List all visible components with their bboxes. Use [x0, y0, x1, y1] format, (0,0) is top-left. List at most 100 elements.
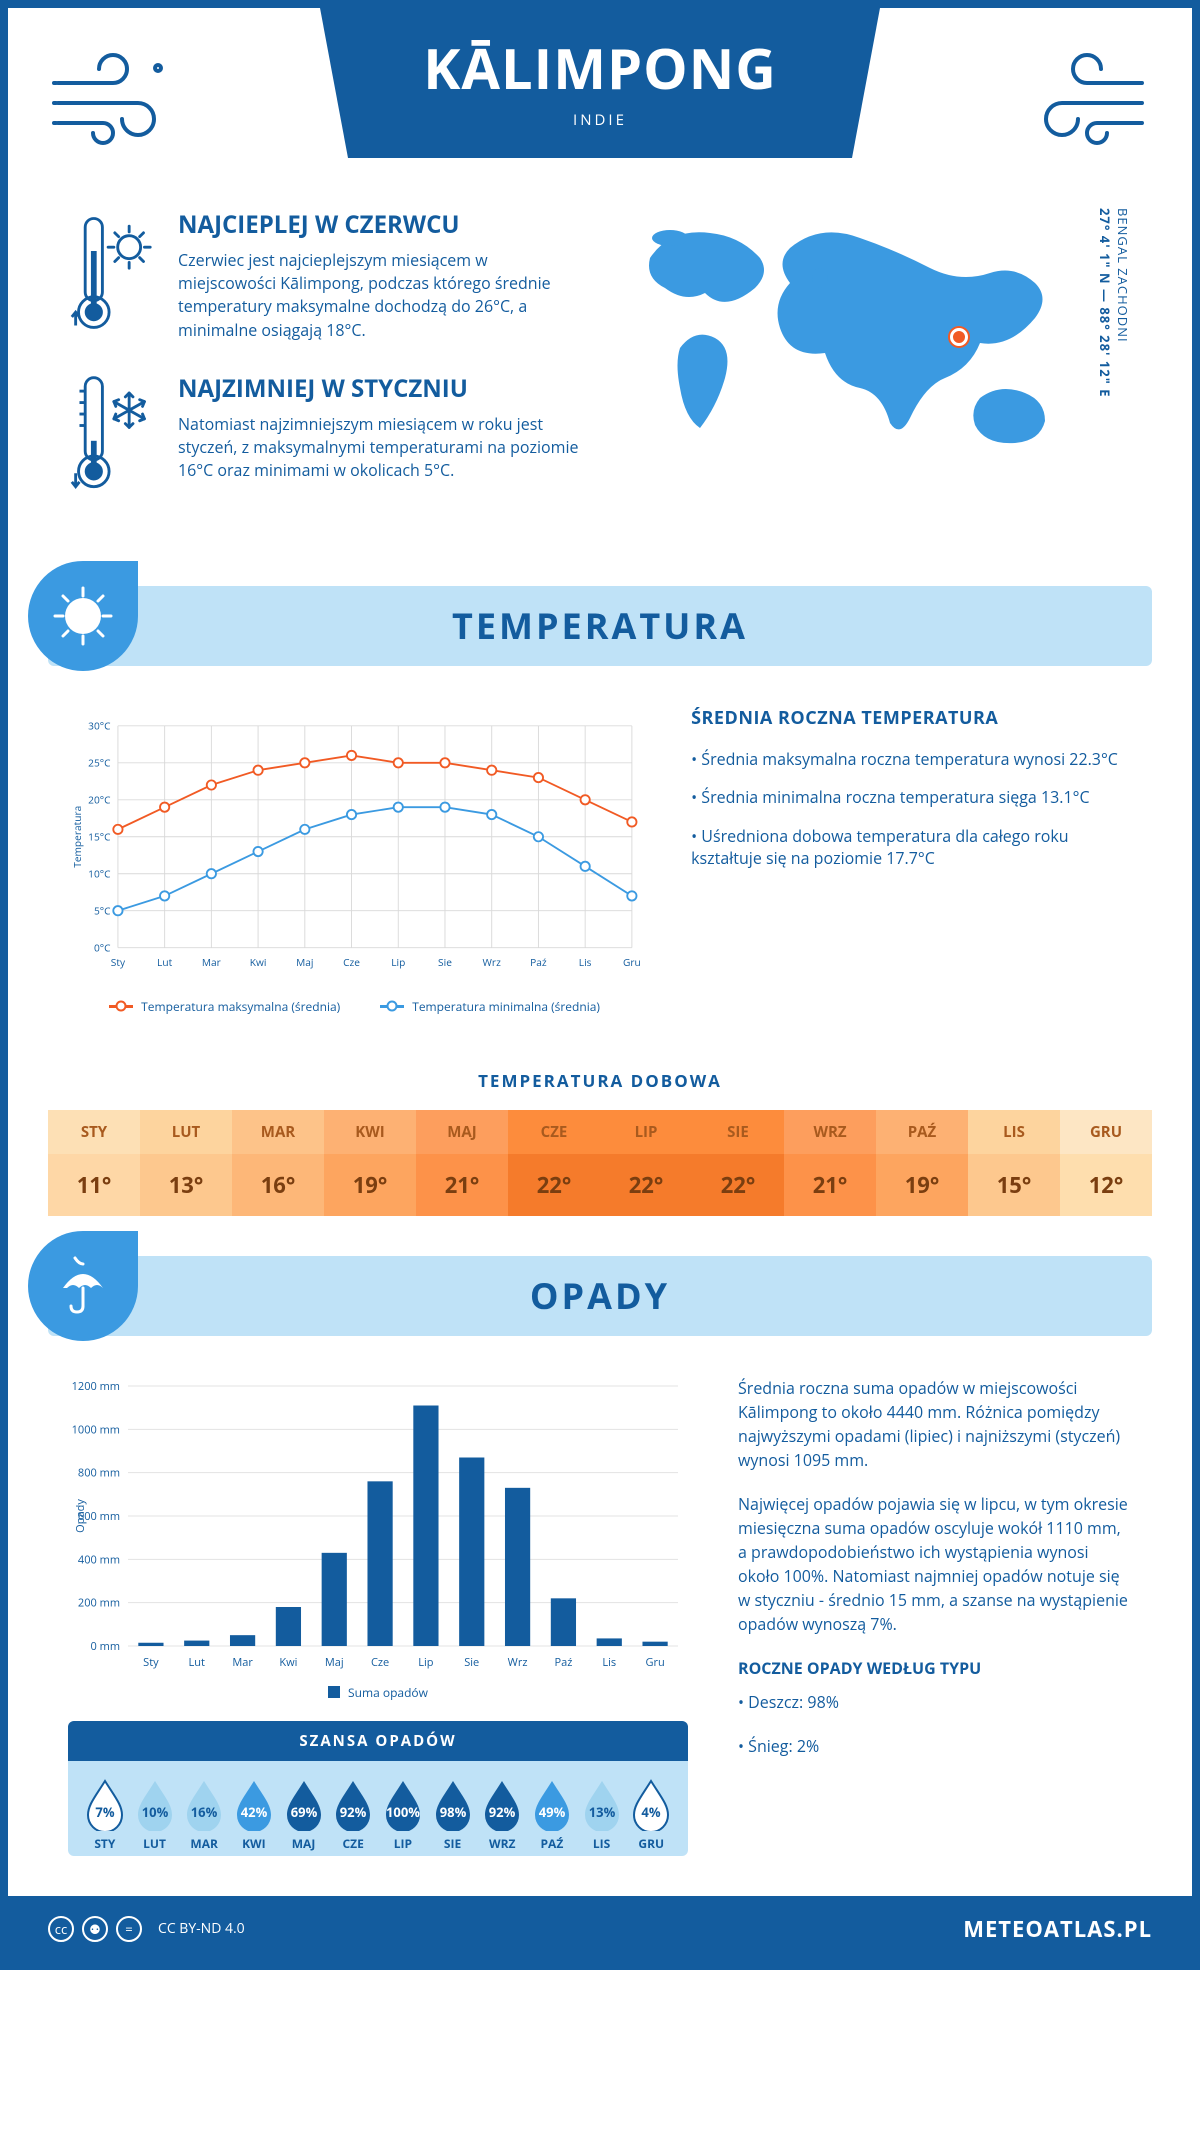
daily-month: GRU — [1060, 1110, 1152, 1154]
chance-month: KWI — [229, 1835, 279, 1852]
svg-text:Temperatura: Temperatura — [70, 806, 84, 868]
thermometer-cold-icon — [68, 372, 154, 496]
daily-value: 15° — [968, 1154, 1060, 1216]
chance-month: PAŹ — [527, 1835, 577, 1852]
legend-precip: Suma opadów — [348, 1684, 428, 1701]
precip-bar-chart: 0 mm200 mm400 mm600 mm800 mm1000 mm1200 … — [68, 1376, 688, 1676]
daily-value: 13° — [140, 1154, 232, 1216]
brand-text: METEOATLAS.PL — [963, 1914, 1152, 1944]
license-text: CC BY-ND 4.0 — [158, 1919, 245, 1938]
svg-text:Kwi: Kwi — [279, 1655, 297, 1670]
svg-text:20°C: 20°C — [88, 792, 111, 806]
fact-cold-body: Natomiast najzimniejszym miesiącem w rok… — [178, 413, 580, 483]
legend-max: Temperatura maksymalna (średnia) — [141, 998, 340, 1015]
raindrop-icon: 49% — [531, 1779, 573, 1831]
chance-month: SIE — [428, 1835, 478, 1852]
svg-text:1200 mm: 1200 mm — [72, 1379, 120, 1394]
daily-value: 19° — [876, 1154, 968, 1216]
daily-month: SIE — [692, 1110, 784, 1154]
raindrop-icon: 4% — [630, 1779, 672, 1831]
svg-text:49%: 49% — [539, 1803, 566, 1821]
chance-cell: 49% PAŹ — [527, 1779, 577, 1852]
cc-icons: cc ⚉ = — [48, 1916, 142, 1942]
daily-month: LIP — [600, 1110, 692, 1154]
precip-t2: • Śnieg: 2% — [738, 1734, 1132, 1758]
svg-text:30°C: 30°C — [88, 718, 111, 732]
svg-text:Paź: Paź — [530, 955, 547, 969]
svg-text:Mar: Mar — [232, 1655, 253, 1670]
raindrop-icon: 92% — [481, 1779, 523, 1831]
daily-month: MAR — [232, 1110, 324, 1154]
raindrop-icon: 100% — [382, 1779, 424, 1831]
svg-text:Lip: Lip — [391, 955, 405, 969]
section-title-precip: OPADY — [48, 1271, 1152, 1320]
chance-cell: 98% SIE — [428, 1779, 478, 1852]
chance-cell: 92% WRZ — [477, 1779, 527, 1852]
daily-value: 21° — [784, 1154, 876, 1216]
chance-cell: 13% LIS — [577, 1779, 627, 1852]
thermometer-hot-icon — [68, 208, 154, 342]
chance-cell: 4% GRU — [626, 1779, 676, 1852]
daily-cell: LUT 13° — [140, 1110, 232, 1216]
svg-text:Mar: Mar — [202, 955, 221, 969]
precip-info: Średnia roczna suma opadów w miejscowośc… — [738, 1376, 1132, 1876]
chance-cell: 10% LUT — [130, 1779, 180, 1852]
nd-icon: = — [116, 1916, 142, 1942]
daily-month: LUT — [140, 1110, 232, 1154]
daily-cell: KWI 19° — [324, 1110, 416, 1216]
chance-month: LUT — [130, 1835, 180, 1852]
daily-cell: PAŹ 19° — [876, 1110, 968, 1216]
daily-month: CZE — [508, 1110, 600, 1154]
legend-min: Temperatura minimalna (średnia) — [412, 998, 600, 1015]
temp-info-b1: • Średnia maksymalna roczna temperatura … — [691, 748, 1132, 770]
precip-type-title: ROCZNE OPADY WEDŁUG TYPU — [738, 1656, 1132, 1680]
world-map-block: BENGAL ZACHODNI 27° 4' 1" N — 88° 28' 12… — [610, 208, 1132, 526]
sun-badge-icon — [28, 561, 138, 671]
daily-cell: WRZ 21° — [784, 1110, 876, 1216]
temp-info-b2: • Średnia minimalna roczna temperatura s… — [691, 786, 1132, 808]
chance-month: MAJ — [279, 1835, 329, 1852]
svg-text:10%: 10% — [141, 1803, 168, 1821]
title-banner: KĀLIMPONG INDIE — [320, 8, 880, 158]
svg-text:Sie: Sie — [438, 955, 452, 969]
precip-t1: • Deszcz: 98% — [738, 1690, 1132, 1714]
svg-text:Cze: Cze — [343, 955, 360, 969]
daily-cell: CZE 22° — [508, 1110, 600, 1216]
daily-value: 21° — [416, 1154, 508, 1216]
chance-cell: 7% STY — [80, 1779, 130, 1852]
svg-text:800 mm: 800 mm — [78, 1466, 120, 1481]
svg-text:69%: 69% — [290, 1803, 317, 1821]
chance-month: GRU — [626, 1835, 676, 1852]
wind-icon-right — [1012, 38, 1152, 148]
svg-text:Gru: Gru — [645, 1655, 664, 1670]
daily-cell: LIS 15° — [968, 1110, 1060, 1216]
daily-temp-table: STY 11° LUT 13° MAR 16° KWI 19° MAJ 21° … — [48, 1110, 1152, 1216]
city-name: KĀLIMPONG — [340, 30, 860, 106]
precip-p2: Najwięcej opadów pojawia się w lipcu, w … — [738, 1492, 1132, 1636]
raindrop-icon: 98% — [432, 1779, 474, 1831]
daily-month: KWI — [324, 1110, 416, 1154]
svg-text:92%: 92% — [340, 1803, 367, 1821]
svg-text:200 mm: 200 mm — [78, 1596, 120, 1611]
chance-month: MAR — [179, 1835, 229, 1852]
section-title-temp: TEMPERATURA — [48, 601, 1152, 650]
precip-p1: Średnia roczna suma opadów w miejscowośc… — [738, 1376, 1132, 1472]
svg-text:Lip: Lip — [418, 1655, 434, 1670]
chance-cell: 69% MAJ — [279, 1779, 329, 1852]
svg-text:0°C: 0°C — [94, 940, 111, 954]
fact-cold-title: NAJZIMNIEJ W STYCZNIU — [178, 372, 580, 405]
daily-month: LIS — [968, 1110, 1060, 1154]
umbrella-badge-icon — [28, 1231, 138, 1341]
svg-text:0 mm: 0 mm — [90, 1639, 120, 1654]
wind-icon-left — [48, 38, 188, 148]
daily-value: 19° — [324, 1154, 416, 1216]
svg-text:Cze: Cze — [371, 1655, 389, 1670]
temp-info-b3: • Uśredniona dobowa temperatura dla całe… — [691, 825, 1132, 870]
raindrop-icon: 10% — [134, 1779, 176, 1831]
svg-text:Wrz: Wrz — [483, 955, 502, 969]
raindrop-icon: 16% — [183, 1779, 225, 1831]
temp-info: ŚREDNIA ROCZNA TEMPERATURA • Średnia mak… — [691, 706, 1132, 1015]
chance-month: LIS — [577, 1835, 627, 1852]
svg-text:4%: 4% — [642, 1803, 661, 1821]
svg-text:13%: 13% — [588, 1803, 615, 1821]
